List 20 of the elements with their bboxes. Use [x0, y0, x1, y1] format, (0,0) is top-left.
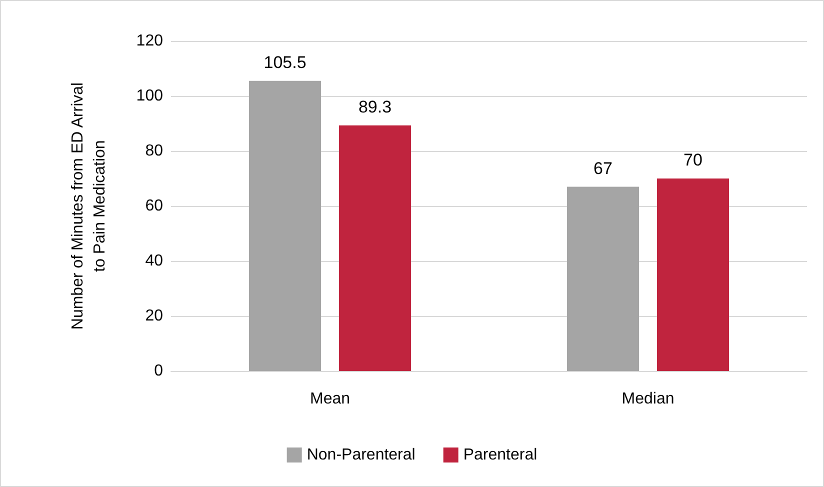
y-axis-title: Number of Minutes from ED Arrival to Pain Medication	[70, 82, 108, 330]
y-tick-label: 20	[145, 308, 164, 324]
y-tick-label: 80	[145, 142, 164, 160]
y-tick-label: 120	[136, 32, 164, 50]
bar	[657, 178, 729, 371]
legend-label: Non-Parenteral	[306, 446, 416, 464]
legend-label: Parenteral	[463, 446, 538, 464]
x-tick-label: Mean	[310, 390, 350, 408]
data-label: 70	[684, 150, 702, 170]
data-label: 67	[594, 158, 612, 178]
y-tick-label: 60	[145, 198, 164, 214]
y-tick-label: 40	[145, 252, 164, 270]
bar	[567, 186, 639, 371]
bar	[339, 125, 411, 371]
y-tick-label: 0	[154, 362, 164, 380]
y-tick-label: 100	[136, 88, 164, 104]
data-label: 89.3	[358, 97, 392, 116]
x-tick-label: Median	[622, 390, 674, 408]
bar	[249, 80, 321, 371]
data-label: 105.5	[264, 52, 306, 72]
